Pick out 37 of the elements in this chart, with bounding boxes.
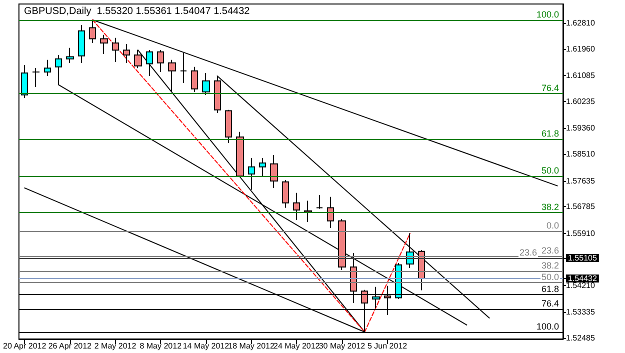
x-tick-label: 5 Jun 2012	[368, 342, 408, 350]
y-tick-label: 1.52485	[566, 333, 596, 342]
x-tick-label: 26 Apr 2012	[48, 342, 92, 350]
annotation: 76.4	[541, 82, 559, 93]
annotation: 61.8	[541, 284, 559, 294]
annotation: 38.2	[541, 202, 559, 212]
y-tick-label: 1.55910	[566, 228, 596, 238]
y-tick-label: 1.55105	[568, 253, 598, 262]
annotation: 38.2	[541, 260, 559, 270]
annotation: 100.0	[536, 9, 559, 20]
y-tick-label: 1.54432	[568, 274, 598, 284]
y-tick-label: 1.53335	[566, 308, 596, 316]
x-tick-label: 2 May 2012	[94, 342, 137, 350]
y-tick-label: 1.61085	[566, 71, 596, 80]
y-tick-label: 1.54210	[566, 280, 596, 290]
y-tick-label: 1.59360	[566, 124, 596, 133]
annotation: 76.4	[541, 298, 559, 308]
annotation: 50.0	[541, 165, 559, 176]
annotation: 23.6	[541, 246, 559, 256]
annotation: 0.0	[546, 220, 559, 230]
y-tick-label: 1.58510	[566, 150, 596, 159]
x-tick-label: 8 May 2012	[140, 342, 182, 350]
y-tick-label: 1.57635	[566, 176, 596, 186]
x-tick-label: 14 May 2012	[182, 342, 230, 350]
y-tick-label: 1.62810	[566, 18, 596, 28]
annotation: 100.0	[536, 321, 559, 332]
chart-title: GBPUSD,Daily 1.55320 1.55361 1.54047 1.54432	[24, 6, 250, 17]
annotation: 50.0	[541, 272, 559, 282]
y-tick-label: 1.60235	[566, 96, 596, 106]
y-tick-label: 1.61960	[566, 44, 596, 54]
x-tick-label: 20 Apr 2012	[3, 342, 47, 350]
y-tick-label: 1.56785	[566, 202, 596, 212]
annotation: 61.8	[541, 128, 559, 139]
annotation: 23.6	[519, 248, 537, 258]
x-tick-label: 30 May 2012	[318, 342, 366, 350]
x-tick-label: 24 May 2012	[274, 342, 320, 350]
x-tick-label: 18 May 2012	[228, 342, 275, 350]
